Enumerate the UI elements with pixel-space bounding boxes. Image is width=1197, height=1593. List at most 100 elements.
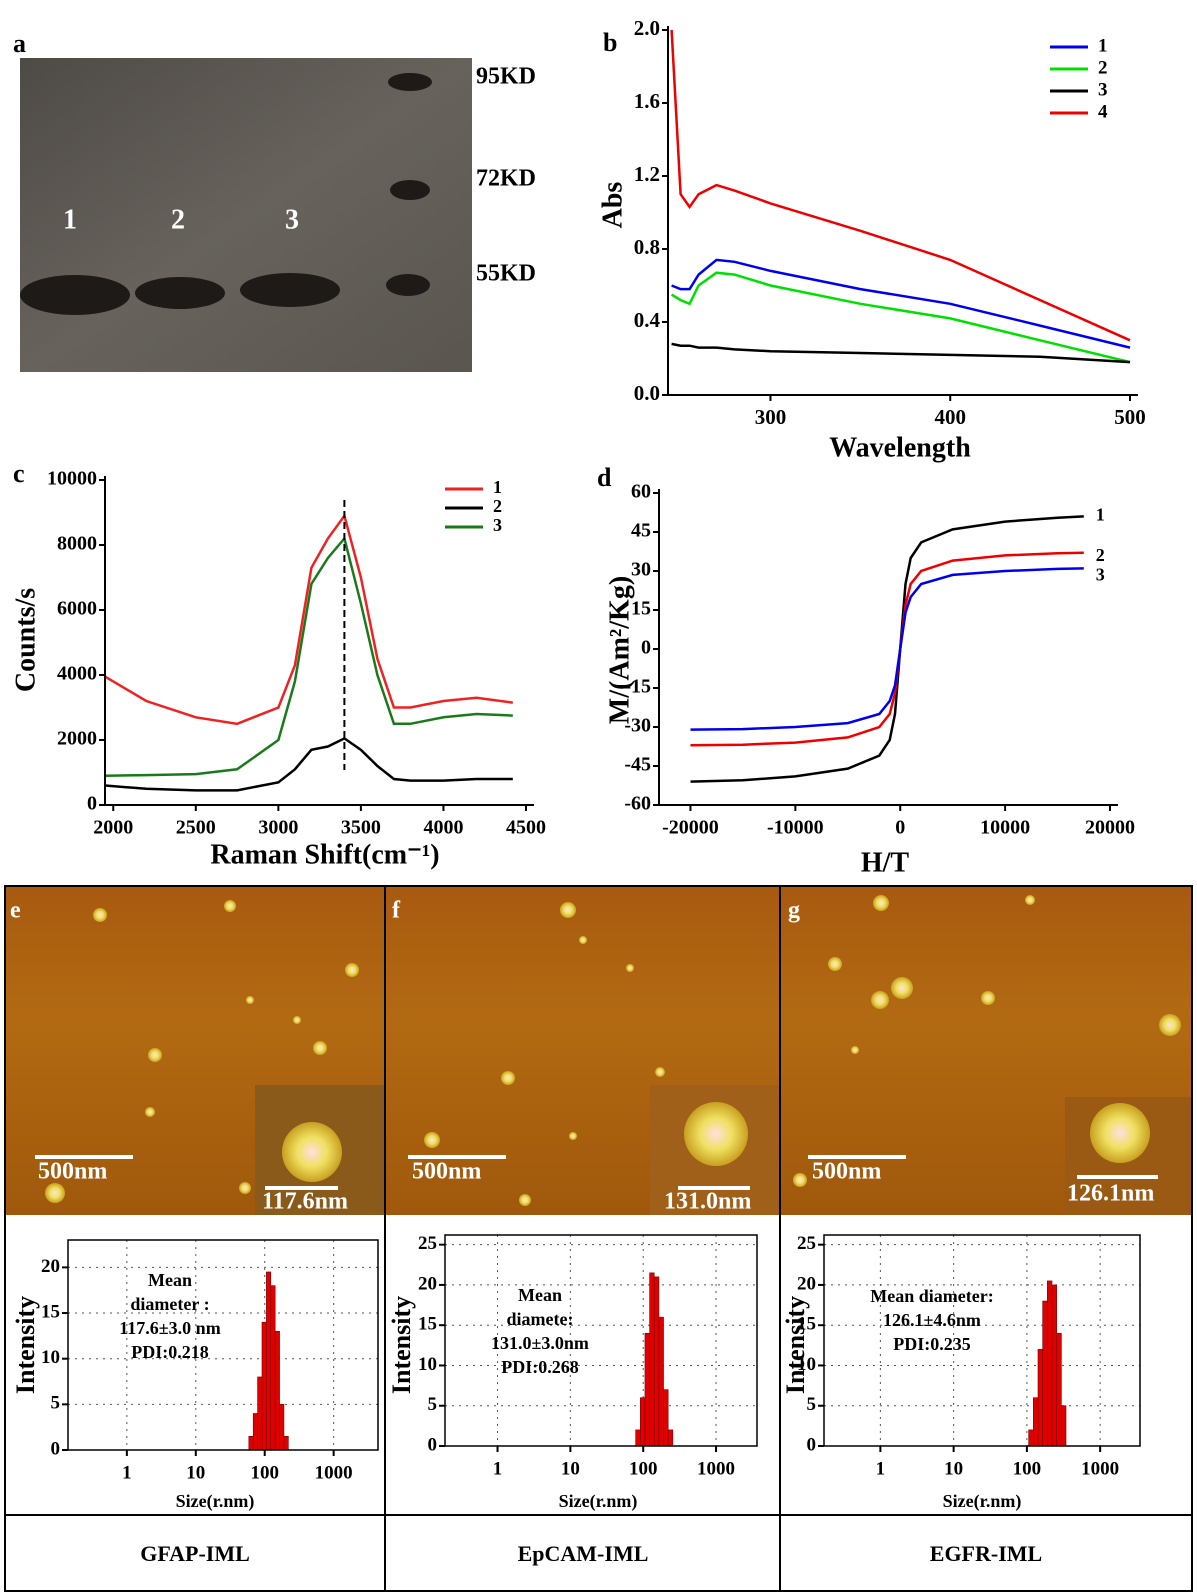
y-tick-label: 0 bbox=[428, 1434, 438, 1455]
bar bbox=[663, 1389, 669, 1447]
x-tick-label: 100 bbox=[250, 1462, 279, 1483]
legend-label: 2 bbox=[493, 496, 502, 516]
series-label: 2 bbox=[1096, 545, 1105, 565]
y-tick-label: 20 bbox=[41, 1256, 60, 1277]
y-tick-label: 20 bbox=[418, 1273, 437, 1294]
y-axis-label: Intensity bbox=[11, 1296, 40, 1394]
line-series bbox=[690, 551, 1084, 747]
y-tick-label: 20 bbox=[797, 1273, 816, 1294]
x-tick-label: 2000 bbox=[93, 817, 133, 839]
y-axis-label: Intensity bbox=[387, 1296, 416, 1394]
x-tick-label: 1 bbox=[876, 1458, 886, 1479]
x-axis-label: Wavelength bbox=[829, 432, 971, 463]
panel-label: d bbox=[597, 463, 612, 492]
bar bbox=[644, 1332, 650, 1447]
x-tick-label: 1000 bbox=[1081, 1458, 1119, 1479]
y-tick-label: -45 bbox=[624, 754, 651, 776]
marker-label: 72KD bbox=[476, 166, 536, 192]
plot-frame bbox=[67, 1239, 379, 1451]
x-tick-label: -10000 bbox=[767, 817, 824, 839]
plot-frame bbox=[444, 1234, 758, 1447]
line-series bbox=[670, 29, 1131, 342]
line-series bbox=[104, 512, 513, 726]
axes bbox=[667, 26, 1138, 396]
x-tick-label: 20000 bbox=[1085, 817, 1135, 839]
x-axis-label: Size(r.nm) bbox=[943, 1491, 1022, 1512]
x-tick-label: 2500 bbox=[176, 817, 216, 839]
y-axis-label: Counts/s bbox=[10, 588, 41, 692]
bar bbox=[274, 1331, 280, 1451]
bar bbox=[270, 1285, 276, 1451]
afm-images bbox=[5, 887, 1192, 1215]
annotation: PDI:0.235 bbox=[893, 1334, 971, 1354]
y-tick-label: -15 bbox=[624, 676, 651, 698]
lane-label: 2 bbox=[171, 204, 185, 235]
y-tick-label: 8000 bbox=[57, 533, 97, 555]
axes bbox=[658, 489, 1118, 806]
gel-bands bbox=[20, 73, 432, 315]
bar bbox=[257, 1376, 263, 1451]
y-tick-label: 0.8 bbox=[634, 235, 660, 259]
sample-label: GFAP-IML bbox=[140, 1541, 250, 1566]
line-series bbox=[671, 258, 1131, 349]
annotation: Mean bbox=[518, 1285, 562, 1305]
y-tick-label: -60 bbox=[624, 793, 651, 815]
x-tick-label: 100 bbox=[1013, 1458, 1042, 1479]
bar bbox=[261, 1321, 267, 1451]
bar bbox=[279, 1404, 285, 1451]
y-tick-label: 5 bbox=[51, 1393, 61, 1414]
y-tick-label: 60 bbox=[631, 481, 651, 503]
line-series bbox=[670, 271, 1131, 364]
annotation: diameter : bbox=[130, 1294, 209, 1314]
line-series bbox=[690, 515, 1084, 783]
annotation: Mean diameter: bbox=[870, 1286, 993, 1306]
lane-label: 3 bbox=[285, 204, 299, 235]
bar bbox=[1037, 1349, 1043, 1447]
annotation: 131.0±3.0nm bbox=[491, 1333, 589, 1353]
y-tick-label: 0 bbox=[87, 793, 97, 815]
bar bbox=[1061, 1405, 1067, 1447]
y-tick-label: 10 bbox=[41, 1347, 60, 1368]
bar bbox=[283, 1436, 289, 1451]
x-tick-label: 3000 bbox=[258, 817, 298, 839]
y-tick-label: 0 bbox=[807, 1434, 817, 1455]
panel-label: c bbox=[13, 459, 25, 488]
y-tick-label: 45 bbox=[631, 520, 651, 542]
annotation: Mean bbox=[148, 1270, 192, 1290]
x-tick-label: -20000 bbox=[662, 817, 719, 839]
plot-frame bbox=[823, 1234, 1141, 1447]
sample-label: EGFR-IML bbox=[930, 1541, 1042, 1566]
y-tick-label: 0 bbox=[51, 1438, 61, 1459]
annotation: diamete: bbox=[507, 1309, 574, 1329]
y-tick-label: 5 bbox=[428, 1394, 438, 1415]
annotation: PDI:0.218 bbox=[131, 1342, 209, 1362]
x-tick-label: 500 bbox=[1114, 405, 1146, 429]
series-label: 1 bbox=[1096, 505, 1105, 525]
series-label: 3 bbox=[1096, 565, 1105, 585]
y-axis-label: M/(Am²/Kg) bbox=[604, 576, 635, 724]
y-tick-label: 15 bbox=[418, 1314, 437, 1335]
legend-label: 2 bbox=[1098, 57, 1108, 78]
bar bbox=[1056, 1332, 1062, 1447]
bar bbox=[1051, 1284, 1057, 1447]
bar bbox=[266, 1271, 272, 1451]
x-tick-label: 10 bbox=[561, 1458, 580, 1479]
x-tick-label: 400 bbox=[934, 405, 966, 429]
x-tick-label: 3500 bbox=[341, 817, 381, 839]
scale-label: 131.0nm bbox=[664, 1189, 751, 1215]
legend-label: 3 bbox=[1098, 79, 1108, 100]
bar bbox=[252, 1413, 258, 1451]
y-tick-label: 10000 bbox=[47, 468, 97, 490]
x-axis-label: Size(r.nm) bbox=[559, 1491, 638, 1512]
y-tick-label: 0.0 bbox=[634, 381, 660, 405]
panel-label: b bbox=[603, 28, 617, 57]
line-series bbox=[104, 535, 513, 778]
legend-label: 1 bbox=[1098, 35, 1108, 56]
panel-label: a bbox=[13, 29, 26, 58]
scale-label: 500nm bbox=[38, 1159, 107, 1185]
annotation: PDI:0.268 bbox=[501, 1357, 579, 1377]
bar bbox=[1042, 1300, 1048, 1447]
y-tick-label: 4000 bbox=[57, 663, 97, 685]
x-tick-label: 300 bbox=[755, 405, 787, 429]
